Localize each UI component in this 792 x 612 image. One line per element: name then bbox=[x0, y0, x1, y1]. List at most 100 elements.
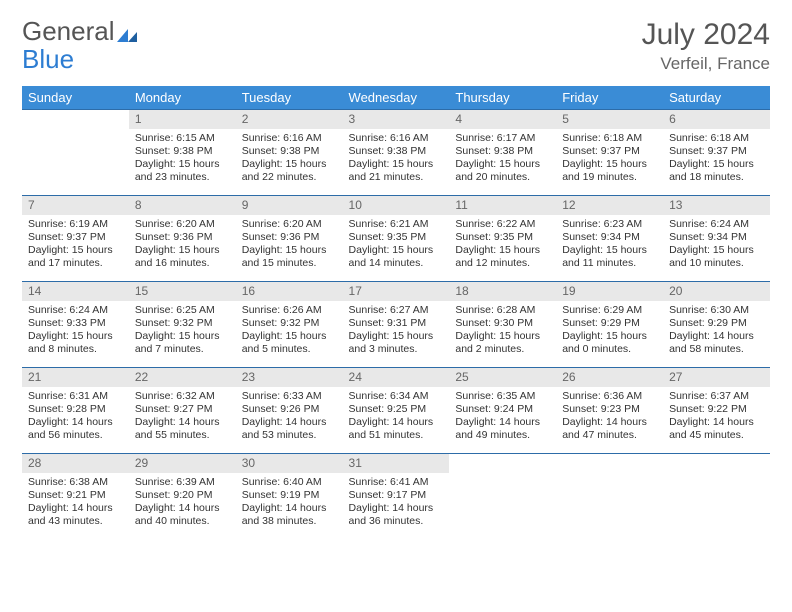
calendar-cell: 2Sunrise: 6:16 AMSunset: 9:38 PMDaylight… bbox=[236, 110, 343, 196]
day-number: 6 bbox=[663, 110, 770, 129]
calendar-body: 1Sunrise: 6:15 AMSunset: 9:38 PMDaylight… bbox=[22, 110, 770, 540]
calendar-cell bbox=[22, 110, 129, 196]
sunset-line: Sunset: 9:21 PM bbox=[28, 489, 123, 502]
day-number: 8 bbox=[129, 196, 236, 215]
sunrise-line: Sunrise: 6:15 AM bbox=[135, 132, 230, 145]
calendar-cell: 6Sunrise: 6:18 AMSunset: 9:37 PMDaylight… bbox=[663, 110, 770, 196]
day-number: 30 bbox=[236, 454, 343, 473]
calendar-cell bbox=[449, 454, 556, 540]
day-number: 12 bbox=[556, 196, 663, 215]
sunset-line: Sunset: 9:32 PM bbox=[135, 317, 230, 330]
sunset-line: Sunset: 9:25 PM bbox=[349, 403, 444, 416]
sunrise-line: Sunrise: 6:35 AM bbox=[455, 390, 550, 403]
sunrise-line: Sunrise: 6:24 AM bbox=[28, 304, 123, 317]
sunrise-line: Sunrise: 6:20 AM bbox=[135, 218, 230, 231]
sunrise-line: Sunrise: 6:18 AM bbox=[562, 132, 657, 145]
daylight-line: Daylight: 14 hours and 47 minutes. bbox=[562, 416, 657, 442]
day-number: 19 bbox=[556, 282, 663, 301]
sunrise-line: Sunrise: 6:22 AM bbox=[455, 218, 550, 231]
day-number: 20 bbox=[663, 282, 770, 301]
daylight-line: Daylight: 14 hours and 43 minutes. bbox=[28, 502, 123, 528]
sunrise-line: Sunrise: 6:26 AM bbox=[242, 304, 337, 317]
day-content: Sunrise: 6:34 AMSunset: 9:25 PMDaylight:… bbox=[343, 387, 450, 446]
daylight-line: Daylight: 15 hours and 23 minutes. bbox=[135, 158, 230, 184]
day-content: Sunrise: 6:24 AMSunset: 9:33 PMDaylight:… bbox=[22, 301, 129, 360]
daylight-line: Daylight: 14 hours and 38 minutes. bbox=[242, 502, 337, 528]
daylight-line: Daylight: 15 hours and 15 minutes. bbox=[242, 244, 337, 270]
sunrise-line: Sunrise: 6:21 AM bbox=[349, 218, 444, 231]
calendar-cell: 7Sunrise: 6:19 AMSunset: 9:37 PMDaylight… bbox=[22, 196, 129, 282]
calendar-cell: 12Sunrise: 6:23 AMSunset: 9:34 PMDayligh… bbox=[556, 196, 663, 282]
calendar-cell: 16Sunrise: 6:26 AMSunset: 9:32 PMDayligh… bbox=[236, 282, 343, 368]
sunrise-line: Sunrise: 6:31 AM bbox=[28, 390, 123, 403]
calendar-cell: 20Sunrise: 6:30 AMSunset: 9:29 PMDayligh… bbox=[663, 282, 770, 368]
daylight-line: Daylight: 15 hours and 19 minutes. bbox=[562, 158, 657, 184]
daylight-line: Daylight: 14 hours and 49 minutes. bbox=[455, 416, 550, 442]
sunset-line: Sunset: 9:20 PM bbox=[135, 489, 230, 502]
day-content: Sunrise: 6:17 AMSunset: 9:38 PMDaylight:… bbox=[449, 129, 556, 188]
sunrise-line: Sunrise: 6:34 AM bbox=[349, 390, 444, 403]
calendar-cell: 8Sunrise: 6:20 AMSunset: 9:36 PMDaylight… bbox=[129, 196, 236, 282]
sunset-line: Sunset: 9:23 PM bbox=[562, 403, 657, 416]
sunrise-line: Sunrise: 6:38 AM bbox=[28, 476, 123, 489]
daylight-line: Daylight: 15 hours and 3 minutes. bbox=[349, 330, 444, 356]
day-content: Sunrise: 6:39 AMSunset: 9:20 PMDaylight:… bbox=[129, 473, 236, 532]
calendar-cell bbox=[663, 454, 770, 540]
sunset-line: Sunset: 9:22 PM bbox=[669, 403, 764, 416]
calendar-row: 7Sunrise: 6:19 AMSunset: 9:37 PMDaylight… bbox=[22, 196, 770, 282]
page-header: General Blue July 2024 Verfeil, France bbox=[22, 18, 770, 74]
sunrise-line: Sunrise: 6:30 AM bbox=[669, 304, 764, 317]
day-number: 9 bbox=[236, 196, 343, 215]
day-number: 26 bbox=[556, 368, 663, 387]
day-content: Sunrise: 6:22 AMSunset: 9:35 PMDaylight:… bbox=[449, 215, 556, 274]
daylight-line: Daylight: 15 hours and 7 minutes. bbox=[135, 330, 230, 356]
sunrise-line: Sunrise: 6:29 AM bbox=[562, 304, 657, 317]
day-content: Sunrise: 6:15 AMSunset: 9:38 PMDaylight:… bbox=[129, 129, 236, 188]
daylight-line: Daylight: 15 hours and 11 minutes. bbox=[562, 244, 657, 270]
day-number: 24 bbox=[343, 368, 450, 387]
calendar-cell: 14Sunrise: 6:24 AMSunset: 9:33 PMDayligh… bbox=[22, 282, 129, 368]
sunrise-line: Sunrise: 6:23 AM bbox=[562, 218, 657, 231]
logo-text-1: General bbox=[22, 16, 115, 46]
daylight-line: Daylight: 15 hours and 2 minutes. bbox=[455, 330, 550, 356]
calendar-row: 28Sunrise: 6:38 AMSunset: 9:21 PMDayligh… bbox=[22, 454, 770, 540]
weekday-header: Saturday bbox=[663, 86, 770, 110]
daylight-line: Daylight: 14 hours and 45 minutes. bbox=[669, 416, 764, 442]
sunset-line: Sunset: 9:34 PM bbox=[669, 231, 764, 244]
sunset-line: Sunset: 9:38 PM bbox=[455, 145, 550, 158]
day-content: Sunrise: 6:35 AMSunset: 9:24 PMDaylight:… bbox=[449, 387, 556, 446]
calendar-cell: 24Sunrise: 6:34 AMSunset: 9:25 PMDayligh… bbox=[343, 368, 450, 454]
day-content: Sunrise: 6:36 AMSunset: 9:23 PMDaylight:… bbox=[556, 387, 663, 446]
sunset-line: Sunset: 9:36 PM bbox=[135, 231, 230, 244]
sunset-line: Sunset: 9:37 PM bbox=[669, 145, 764, 158]
day-content: Sunrise: 6:20 AMSunset: 9:36 PMDaylight:… bbox=[129, 215, 236, 274]
sunrise-line: Sunrise: 6:40 AM bbox=[242, 476, 337, 489]
day-number: 16 bbox=[236, 282, 343, 301]
calendar-cell: 18Sunrise: 6:28 AMSunset: 9:30 PMDayligh… bbox=[449, 282, 556, 368]
calendar-cell bbox=[556, 454, 663, 540]
daylight-line: Daylight: 15 hours and 17 minutes. bbox=[28, 244, 123, 270]
day-content: Sunrise: 6:27 AMSunset: 9:31 PMDaylight:… bbox=[343, 301, 450, 360]
sunset-line: Sunset: 9:34 PM bbox=[562, 231, 657, 244]
logo-text-2: Blue bbox=[22, 44, 74, 74]
sunrise-line: Sunrise: 6:16 AM bbox=[242, 132, 337, 145]
day-number: 31 bbox=[343, 454, 450, 473]
calendar-cell: 31Sunrise: 6:41 AMSunset: 9:17 PMDayligh… bbox=[343, 454, 450, 540]
daylight-line: Daylight: 15 hours and 8 minutes. bbox=[28, 330, 123, 356]
daylight-line: Daylight: 15 hours and 14 minutes. bbox=[349, 244, 444, 270]
calendar-cell: 5Sunrise: 6:18 AMSunset: 9:37 PMDaylight… bbox=[556, 110, 663, 196]
daylight-line: Daylight: 14 hours and 58 minutes. bbox=[669, 330, 764, 356]
day-content: Sunrise: 6:23 AMSunset: 9:34 PMDaylight:… bbox=[556, 215, 663, 274]
day-number: 18 bbox=[449, 282, 556, 301]
sunset-line: Sunset: 9:31 PM bbox=[349, 317, 444, 330]
calendar-cell: 9Sunrise: 6:20 AMSunset: 9:36 PMDaylight… bbox=[236, 196, 343, 282]
daylight-line: Daylight: 15 hours and 16 minutes. bbox=[135, 244, 230, 270]
title-block: July 2024 Verfeil, France bbox=[642, 18, 770, 74]
day-content: Sunrise: 6:41 AMSunset: 9:17 PMDaylight:… bbox=[343, 473, 450, 532]
sunrise-line: Sunrise: 6:33 AM bbox=[242, 390, 337, 403]
calendar-cell: 13Sunrise: 6:24 AMSunset: 9:34 PMDayligh… bbox=[663, 196, 770, 282]
day-number: 27 bbox=[663, 368, 770, 387]
day-number: 23 bbox=[236, 368, 343, 387]
sunrise-line: Sunrise: 6:28 AM bbox=[455, 304, 550, 317]
calendar-cell: 15Sunrise: 6:25 AMSunset: 9:32 PMDayligh… bbox=[129, 282, 236, 368]
